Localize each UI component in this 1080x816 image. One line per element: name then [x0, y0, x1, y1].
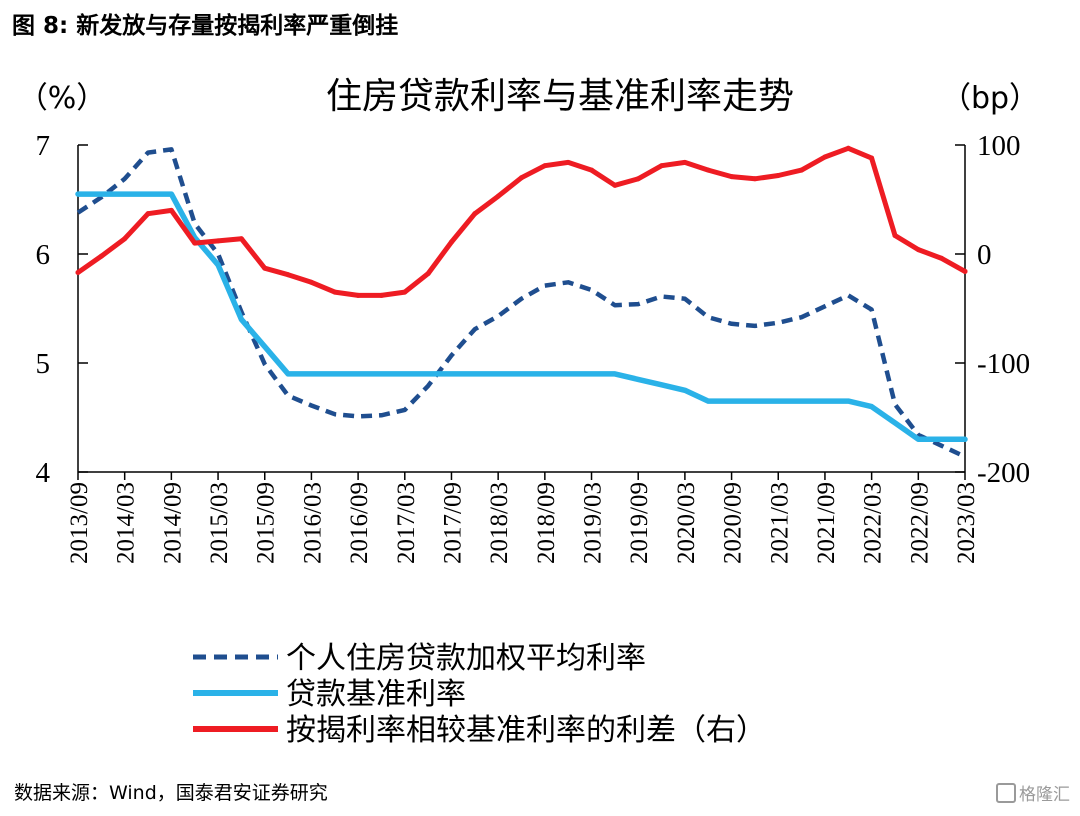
x-tick-label: 2014/03	[113, 482, 140, 564]
series-point-spread	[495, 193, 501, 199]
series-point-spread	[892, 232, 898, 238]
series-point-spread	[308, 279, 314, 285]
y-right-tick-label: -100	[977, 348, 1030, 380]
series-point-spread	[635, 176, 641, 182]
y-left-unit: （%）	[18, 81, 107, 116]
series-point-spread	[75, 270, 81, 276]
x-tick-label: 2023/03	[953, 482, 980, 564]
series-point-spread	[542, 163, 548, 169]
y-right-tick-label: 0	[977, 239, 992, 271]
series-point-spread	[822, 154, 828, 160]
series-point-spread	[519, 175, 524, 181]
source-note: 数据来源：Wind，国泰君安证券研究	[14, 782, 328, 804]
x-tick-label: 2017/03	[393, 482, 420, 564]
y-right-unit: （bp）	[941, 81, 1039, 116]
series-point-spread	[589, 167, 595, 173]
series-point-spread	[612, 182, 618, 188]
x-tick-label: 2020/03	[673, 482, 700, 564]
series-point-spread	[122, 236, 128, 242]
series-point-spread	[939, 255, 945, 261]
chart: 住房贷款利率与基准利率走势 （%） （bp） 4 5 6 7 -200 -100 0 100 2…	[18, 76, 1039, 748]
x-tick-label: 2021/03	[766, 482, 793, 564]
series-point-spread	[845, 145, 851, 151]
gelonghui-logo-icon	[996, 783, 1016, 803]
y-left-tick-label: 7	[36, 130, 51, 162]
series-point-spread	[682, 159, 688, 165]
x-tick-label: 2015/03	[206, 482, 233, 564]
x-tick-label: 2021/09	[813, 482, 840, 564]
series-lines	[75, 145, 968, 459]
series-point-spread	[869, 155, 875, 161]
series-point-spread	[752, 176, 758, 182]
series-line-mortgage-rate	[76, 147, 966, 459]
x-tick-label: 2018/09	[533, 482, 560, 564]
series-point-spread	[472, 211, 478, 217]
series-point-spread	[799, 167, 805, 173]
watermark: 格隆汇	[996, 780, 1070, 805]
series-point-spread	[355, 292, 361, 298]
series-point-spread	[215, 238, 221, 244]
x-tick-label: 2022/09	[906, 482, 933, 564]
legend: 个人住房贷款加权平均利率 贷款基准利率 按揭利率相较基准利率的利差（右）	[193, 641, 766, 748]
axes: 4 5 6 7 -200 -100 0 100 2013/09 2014/03 2014/09 201…	[36, 130, 1031, 564]
series-point-spread	[659, 163, 665, 169]
x-tick-label: 2013/09	[66, 482, 93, 564]
x-tick-label: 2019/09	[626, 482, 653, 564]
series-point-spread	[448, 239, 454, 245]
x-tick-label: 2014/09	[159, 482, 186, 564]
legend-label-benchmark-rate: 贷款基准利率	[286, 677, 466, 712]
y-left-tick-label: 4	[36, 457, 51, 489]
series-line-spread	[75, 145, 968, 298]
series-point-spread	[262, 265, 268, 271]
legend-label-spread: 按揭利率相较基准利率的利差（右）	[286, 713, 766, 748]
series-point-spread	[378, 292, 384, 298]
x-tick-label: 2017/09	[439, 482, 466, 564]
series-point-spread	[332, 289, 338, 295]
series-point-spread	[98, 253, 104, 259]
y-left-tick-label: 6	[36, 239, 51, 271]
series-point-spread	[962, 268, 968, 274]
x-tick-label: 2020/09	[720, 482, 747, 564]
series-point-spread	[285, 272, 291, 278]
x-tick-label: 2022/03	[860, 482, 887, 564]
series-point-spread	[192, 240, 198, 246]
series-point-spread	[729, 174, 735, 180]
x-tick-label: 2018/03	[486, 482, 513, 564]
y-left-tick-label: 5	[36, 348, 51, 380]
x-tick-label: 2019/03	[580, 482, 607, 564]
x-tick-label: 2016/09	[346, 482, 373, 564]
figure-label: 图 8: 新发放与存量按揭利率严重倒挂	[12, 13, 399, 39]
series-point-spread	[145, 211, 151, 217]
series-point-spread	[425, 271, 431, 277]
watermark-text: 格隆汇	[1019, 785, 1070, 805]
series-point-spread	[775, 173, 781, 179]
series-point-spread	[705, 167, 711, 173]
y-right-tick-label: 100	[977, 130, 1021, 162]
chart-title: 住房贷款利率与基准利率走势	[326, 76, 794, 117]
series-point-spread	[565, 159, 571, 165]
legend-marker-spread	[232, 726, 238, 732]
series-point-spread	[168, 207, 174, 213]
series-point-spread	[238, 236, 244, 242]
series-line-benchmark-rate	[75, 191, 968, 443]
legend-label-mortgage-rate: 个人住房贷款加权平均利率	[286, 641, 646, 676]
series-point-spread	[402, 289, 408, 295]
series-point-spread	[915, 247, 921, 253]
y-right-tick-label: -200	[977, 457, 1030, 489]
x-tick-label: 2015/09	[253, 482, 280, 564]
x-tick-label: 2016/03	[299, 482, 326, 564]
